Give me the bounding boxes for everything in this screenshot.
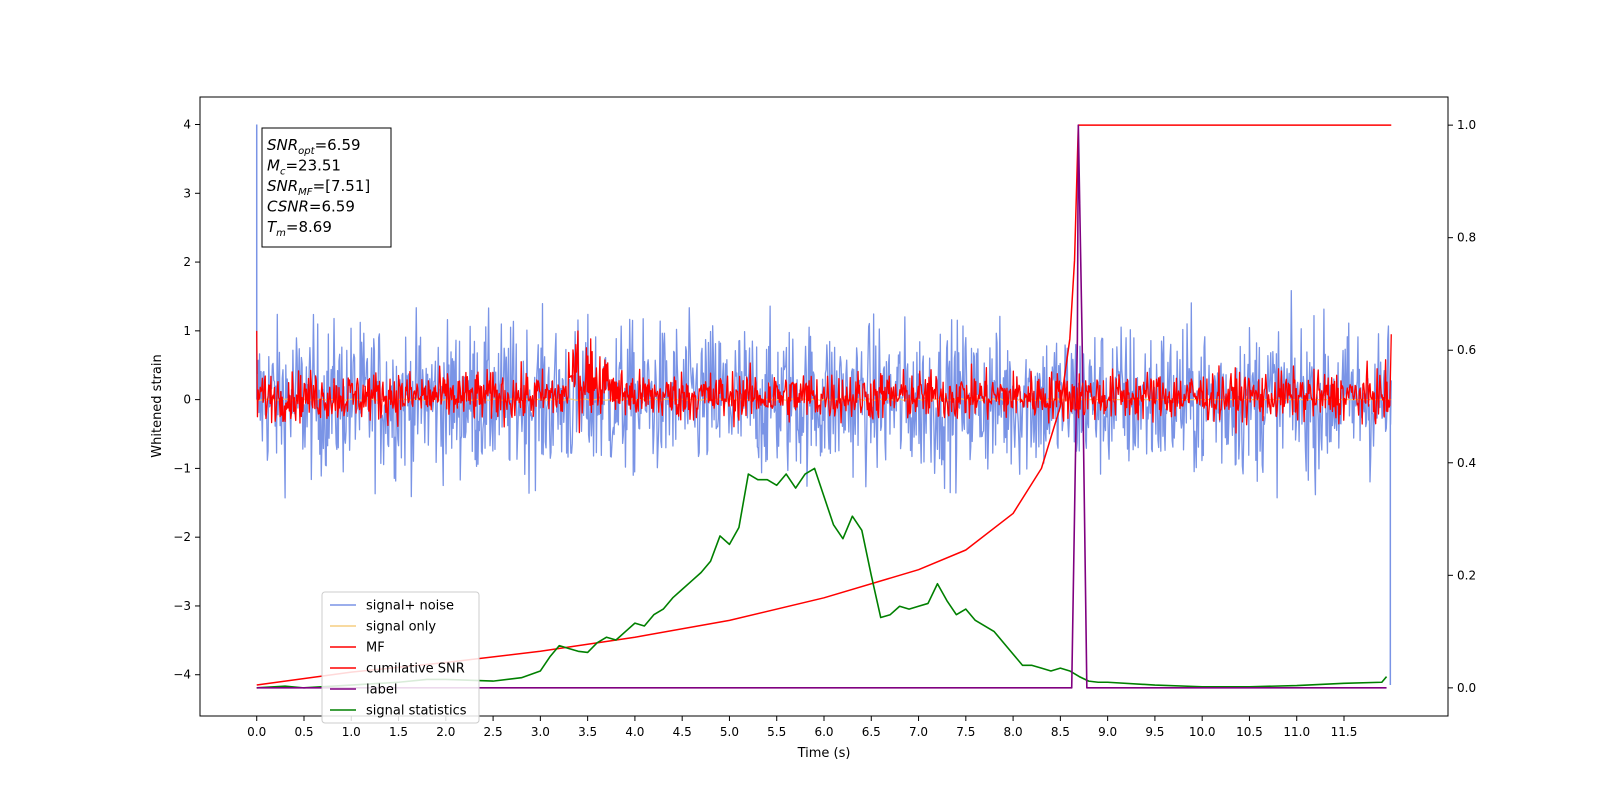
- legend-label: signal only: [366, 620, 436, 635]
- x-tick-label: 1.5: [389, 725, 408, 739]
- legend-label: signal+ noise: [366, 599, 454, 614]
- x-tick-label: 9.5: [1145, 725, 1164, 739]
- annotation-line: SNRopt=6.59: [267, 136, 361, 157]
- y-tick-label-left: 0: [183, 393, 191, 407]
- annotation-line: CSNR=6.59: [267, 198, 355, 216]
- annotation-line: SNRMF=[7.51]: [267, 177, 370, 198]
- x-tick-label: 3.5: [578, 725, 597, 739]
- x-tick-label: 7.5: [956, 725, 975, 739]
- x-tick-label: 7.0: [909, 725, 928, 739]
- x-tick-label: 8.0: [1004, 725, 1023, 739]
- x-axis-label: Time (s): [797, 746, 851, 761]
- y-tick-label-left: 2: [183, 255, 191, 269]
- y-axis-label: Whitened strain: [150, 354, 165, 457]
- y-tick-label-right: 0.0: [1457, 681, 1476, 695]
- annotation-value: =8.69: [286, 218, 332, 236]
- annotation-variable: CSNR: [267, 198, 309, 216]
- y-tick-label-right: 0.4: [1457, 456, 1476, 470]
- x-tick-label: 2.5: [484, 725, 503, 739]
- legend-label: MF: [366, 641, 385, 656]
- x-tick-label: 10.5: [1236, 725, 1263, 739]
- y-tick-label-right: 0.8: [1457, 231, 1476, 245]
- y-tick-label-right: 0.2: [1457, 568, 1476, 582]
- y-tick-label-left: −3: [173, 599, 191, 613]
- annotation-value: =[7.51]: [313, 177, 371, 195]
- y-tick-label-left: 4: [183, 118, 191, 132]
- x-tick-label: 6.0: [814, 725, 833, 739]
- annotation-value: =23.51: [285, 157, 341, 175]
- x-tick-label: 3.0: [531, 725, 550, 739]
- legend-label: signal statistics: [366, 704, 467, 719]
- x-tick-label: 8.5: [1051, 725, 1070, 739]
- y-tick-label-left: 1: [183, 324, 191, 338]
- annotation-variable: SNR: [267, 177, 298, 195]
- x-tick-label: 2.0: [436, 725, 455, 739]
- x-tick-label: 11.5: [1331, 725, 1358, 739]
- annotation-value: =6.59: [315, 136, 361, 154]
- legend: signal+ noise signal only MF cumilative SNR…: [322, 592, 479, 723]
- x-tick-label: 5.0: [720, 725, 739, 739]
- x-tick-label: 5.5: [767, 725, 786, 739]
- x-tick-label: 4.5: [673, 725, 692, 739]
- x-tick-label: 6.5: [862, 725, 881, 739]
- y-tick-label-left: −4: [173, 668, 191, 682]
- y-tick-label-right: 1.0: [1457, 118, 1476, 132]
- annotation-subscript: m: [276, 228, 286, 239]
- x-tick-label: 1.0: [342, 725, 361, 739]
- y-tick-label-left: −1: [173, 461, 191, 475]
- x-tick-label: 0.5: [294, 725, 313, 739]
- annotation-variable: SNR: [267, 136, 298, 154]
- y-tick-label-right: 0.6: [1457, 343, 1476, 357]
- x-tick-label: 0.0: [247, 725, 266, 739]
- annotation-variable: M: [267, 157, 280, 175]
- x-tick-label: 9.0: [1098, 725, 1117, 739]
- annotation-subscript: MF: [298, 187, 313, 198]
- legend-label: label: [366, 683, 397, 698]
- annotation-box: SNRopt=6.59Mc=23.51SNRMF=[7.51]CSNR=6.59…: [262, 128, 391, 247]
- x-tick-label: 11.0: [1283, 725, 1310, 739]
- x-tick-label: 10.0: [1189, 725, 1216, 739]
- legend-label: cumilative SNR: [366, 662, 465, 677]
- y-tick-label-left: 3: [183, 186, 191, 200]
- annotation-line: Mc=23.51: [267, 157, 341, 178]
- annotation-subscript: opt: [298, 146, 315, 157]
- annotation-value: =6.59: [309, 198, 355, 216]
- y-tick-label-left: −2: [173, 530, 191, 544]
- x-tick-label: 4.0: [625, 725, 644, 739]
